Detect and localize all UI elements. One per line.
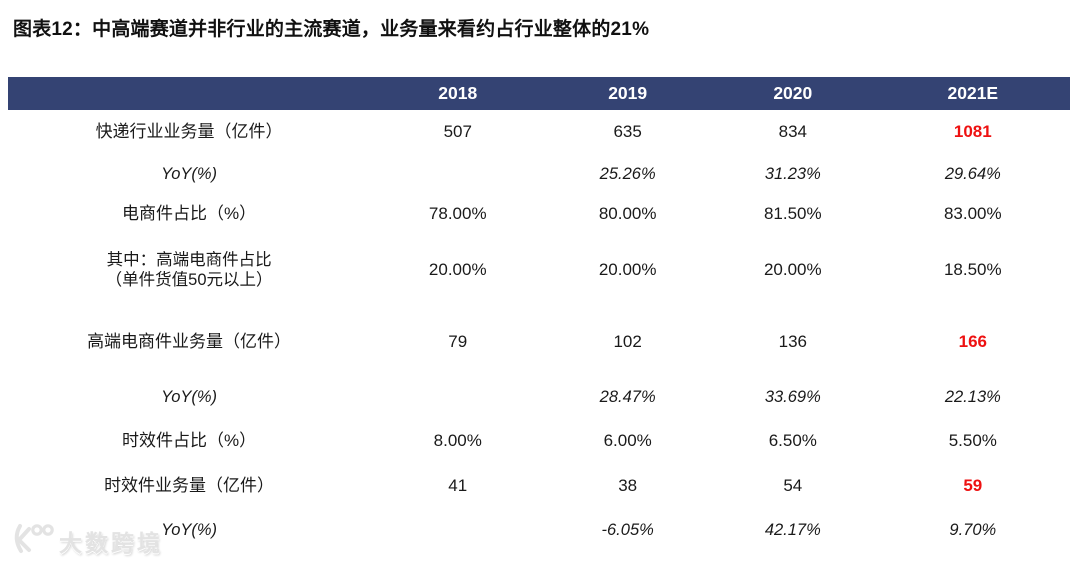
cell: 18.50%	[943, 260, 1002, 280]
row-label: 电商件占比（%）	[122, 203, 257, 223]
row-label: 高端电商件业务量（亿件）	[87, 331, 292, 351]
header-cell-2019: 2019	[608, 83, 648, 103]
cell: 31.23%	[764, 165, 821, 184]
row-label: 时效件占比（%）	[122, 430, 257, 450]
row-label: YoY(%)	[161, 388, 218, 407]
table-row-industry-volume: 快递行业业务量（亿件） 507 635 834 1081	[8, 110, 1070, 155]
cell-forecast: 166	[958, 331, 987, 351]
table-row-highend-ecommerce-share: 其中：高端电商件占比 （单件货值50元以上） 20.00% 20.00% 20.…	[8, 233, 1070, 308]
cell: 38	[618, 475, 638, 495]
cell: 9.70%	[949, 521, 997, 540]
row-label: YoY(%)	[161, 165, 218, 184]
row-label: 快递行业业务量（亿件）	[95, 122, 283, 142]
cell: 81.50%	[763, 203, 822, 223]
cell: 54	[783, 475, 803, 495]
table-row-express-volume: 时效件业务量（亿件） 41 38 54 59	[8, 462, 1070, 510]
cell: 79	[448, 331, 468, 351]
cell: 20.00%	[598, 260, 657, 280]
cell: 28.47%	[599, 388, 656, 407]
row-label: YoY(%)	[161, 521, 218, 540]
cell: -6.05%	[601, 521, 654, 540]
cell: 80.00%	[598, 203, 657, 223]
cell: 22.13%	[944, 388, 1001, 407]
table-row-express-share: 时效件占比（%） 8.00% 6.00% 6.50% 5.50%	[8, 420, 1070, 462]
cell-forecast: 59	[963, 475, 983, 495]
figure-title: 图表12：中高端赛道并非行业的主流赛道，业务量来看约占行业整体的21%	[13, 19, 650, 40]
row-label-line1: 其中：高端电商件占比	[106, 250, 272, 269]
cell: 25.26%	[599, 165, 656, 184]
table-header-row: 2018 2019 2020 2021E	[8, 77, 1070, 110]
cell: 78.00%	[428, 203, 487, 223]
cell: 41	[448, 475, 468, 495]
table-row-yoy: YoY(%) 28.47% 33.69% 22.13%	[8, 376, 1070, 420]
cell: 507	[443, 122, 472, 142]
row-label-line2: （单件货值50元以上）	[105, 270, 273, 289]
cell: 33.69%	[764, 388, 821, 407]
table-row-highend-volume: 高端电商件业务量（亿件） 79 102 136 166	[8, 308, 1070, 376]
cell: 635	[613, 122, 642, 142]
cell: 20.00%	[763, 260, 822, 280]
watermark-text: 大数跨境	[59, 529, 163, 556]
table-row-ecommerce-share: 电商件占比（%） 78.00% 80.00% 81.50% 83.00%	[8, 195, 1070, 233]
cell: 136	[778, 331, 807, 351]
cell: 6.50%	[768, 430, 817, 450]
cell: 5.50%	[948, 430, 997, 450]
cell: 834	[778, 122, 807, 142]
table-row-yoy: YoY(%) -6.05% 42.17% 9.70%	[8, 510, 1070, 552]
cell: 6.00%	[603, 430, 652, 450]
cell-forecast: 1081	[953, 122, 992, 142]
row-label: 时效件业务量（亿件）	[104, 475, 275, 495]
header-cell-2021e: 2021E	[947, 83, 999, 103]
watermark: 大数跨境	[10, 521, 163, 560]
row-label: 其中：高端电商件占比 （单件货值50元以上）	[8, 251, 370, 291]
data-table: 2018 2019 2020 2021E 快递行业业务量（亿件） 507 635…	[8, 77, 1070, 552]
header-cell-2020: 2020	[773, 83, 813, 103]
cell: 83.00%	[943, 203, 1002, 223]
cell: 8.00%	[433, 430, 482, 450]
dashu-kuajing-logo-icon	[10, 521, 54, 560]
cell: 20.00%	[428, 260, 487, 280]
header-cell-2018: 2018	[438, 83, 478, 103]
cell: 42.17%	[764, 521, 821, 540]
table-row-yoy: YoY(%) 25.26% 31.23% 29.64%	[8, 155, 1070, 195]
cell: 29.64%	[944, 165, 1001, 184]
cell: 102	[613, 331, 642, 351]
